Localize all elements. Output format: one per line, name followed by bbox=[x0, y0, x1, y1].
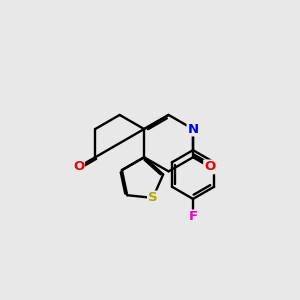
Text: O: O bbox=[204, 160, 215, 173]
Text: S: S bbox=[148, 191, 158, 204]
Text: N: N bbox=[188, 122, 199, 136]
Text: F: F bbox=[188, 210, 198, 224]
Text: O: O bbox=[73, 160, 84, 173]
